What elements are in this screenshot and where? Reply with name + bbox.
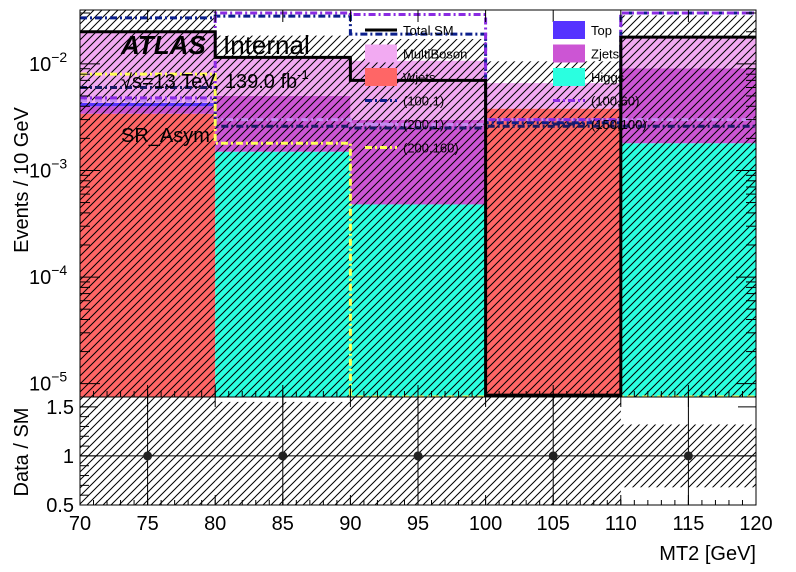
signal-line-150-100 xyxy=(80,86,756,130)
signal-line-200-160 xyxy=(80,72,756,397)
total-sm-line xyxy=(80,30,756,397)
legend-entry-label: Total SM xyxy=(403,23,454,38)
lumi-text: √s=13 TeV, 139.0 fb xyxy=(121,71,297,93)
ratio-panel: 70 75 80 85 90 95 100 105 110 115 120 0.5 1 1.5 xyxy=(46,396,773,535)
legend-entry-label: Zjets xyxy=(591,47,620,62)
ratio-y-tick-label: 1.5 xyxy=(46,397,74,419)
y-tick-exponent: −4 xyxy=(51,262,67,278)
lumi-label: √s=13 TeV, 139.0 fb-1 xyxy=(121,67,309,93)
y-axis-title-ratio: Data / SM xyxy=(11,408,33,497)
legend-swatch-zjets xyxy=(553,44,585,63)
legend-entry-label: Higgs xyxy=(591,70,625,85)
y-axis-title-main: Events / 10 GeV xyxy=(11,107,33,253)
x-tick-label: 105 xyxy=(537,513,570,535)
ratio-point xyxy=(683,451,693,461)
ratio-point xyxy=(278,451,288,461)
main-y-tick-label: 10−4 xyxy=(29,262,67,289)
legend-entry-label: (100,60) xyxy=(591,94,639,109)
uncertainty-hatch-bin-2 xyxy=(350,39,486,397)
y-tick-exponent: −3 xyxy=(51,155,67,171)
y-tick-exponent: −2 xyxy=(51,49,67,65)
x-tick-label: 120 xyxy=(739,513,772,535)
legend-entry-label: (200,1) xyxy=(403,117,444,132)
legend-entry-label: (200,160) xyxy=(403,141,459,156)
legend-swatch-higgs xyxy=(553,68,585,86)
atlas-label: ATLAS xyxy=(120,30,206,60)
legend-entry-label: (150,100) xyxy=(591,117,647,132)
ratio-y-tick-label: 1 xyxy=(63,446,74,468)
x-tick-label: 75 xyxy=(136,513,158,535)
main-ticks: 10−510−410−310−2 xyxy=(29,10,757,397)
main-y-tick-label: 10−5 xyxy=(29,369,67,396)
legend-entry-label: MultiBoson xyxy=(403,47,467,62)
legend-entry-label: (100,1) xyxy=(403,94,444,109)
legend-swatch-multiboson xyxy=(365,44,397,63)
y-tick-base: 10 xyxy=(29,267,51,289)
main-panel: 10−510−410−310−2 xyxy=(29,9,757,398)
legend-entry-label: Wjets xyxy=(403,70,436,85)
x-tick-label: 85 xyxy=(272,513,294,535)
y-tick-base: 10 xyxy=(29,54,51,76)
legend-swatch-wjets xyxy=(365,68,397,86)
ratio-point xyxy=(548,451,558,461)
internal-label: Internal xyxy=(223,30,310,60)
uncertainty-hatch-bin-1 xyxy=(215,35,351,397)
legend-entry-label: Top xyxy=(591,23,612,38)
uncertainty-hatch-bin-4 xyxy=(620,15,756,397)
uncertainty-hatch-bin-3 xyxy=(485,61,621,397)
plot-labels: ATLAS Internal √s=13 TeV, 139.0 fb-1 SR_… xyxy=(120,30,310,147)
x-axis-title: MT2 [GeV] xyxy=(659,543,756,565)
ratio-ticks: 70 75 80 85 90 95 100 105 110 115 120 0.5 1 1.5 xyxy=(46,397,773,535)
ratio-y-tick-label: 0.5 xyxy=(46,495,74,517)
ratio-points xyxy=(143,397,693,505)
uncertainty-hatch-bin-0 xyxy=(80,10,216,397)
x-tick-label: 70 xyxy=(69,513,91,535)
legend: Total SM Top MultiBoson Zjets Wjets Higgs (100… xyxy=(365,21,647,156)
x-tick-label: 110 xyxy=(605,513,637,535)
x-tick-label: 95 xyxy=(407,513,429,535)
y-tick-base: 10 xyxy=(29,160,51,182)
lumi-superscript: -1 xyxy=(297,67,309,82)
region-label: SR_Asym xyxy=(121,125,210,147)
x-tick-label: 80 xyxy=(204,513,226,535)
legend-swatch-top xyxy=(553,21,585,39)
main-y-tick-label: 10−2 xyxy=(29,49,67,76)
total-sm-layer xyxy=(80,30,756,397)
x-tick-label: 100 xyxy=(469,513,502,535)
ratio-point xyxy=(413,451,423,461)
main-y-tick-label: 10−3 xyxy=(29,155,67,182)
y-tick-base: 10 xyxy=(29,374,51,396)
uncertainty-hatch-layer xyxy=(80,10,756,397)
x-tick-label: 115 xyxy=(672,513,704,535)
ratio-point xyxy=(143,451,153,461)
y-tick-exponent: −5 xyxy=(51,369,67,385)
x-tick-label: 90 xyxy=(339,513,361,535)
